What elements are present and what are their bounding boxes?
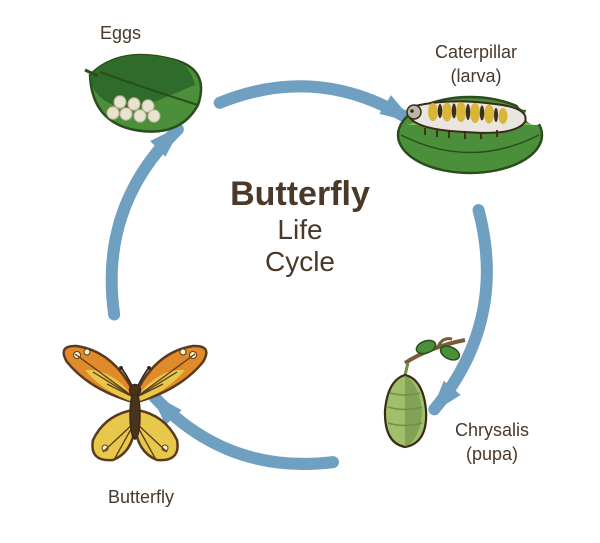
caterpillar-illustration bbox=[395, 80, 545, 175]
eggs-illustration bbox=[80, 50, 210, 140]
caterpillar-label: Caterpillar (larva) bbox=[435, 18, 517, 88]
chrysalis-label: Chrysalis (pupa) bbox=[455, 396, 529, 466]
butterfly-label: Butterfly bbox=[108, 486, 174, 509]
title-line-2: Life bbox=[190, 214, 410, 246]
chrysalis-illustration bbox=[360, 335, 470, 455]
title-line-1: Butterfly bbox=[190, 175, 410, 214]
eggs-label: Eggs bbox=[100, 22, 141, 45]
diagram-title: Butterfly Life Cycle bbox=[190, 175, 410, 278]
butterfly-illustration bbox=[55, 340, 215, 470]
title-line-3: Cycle bbox=[190, 246, 410, 278]
